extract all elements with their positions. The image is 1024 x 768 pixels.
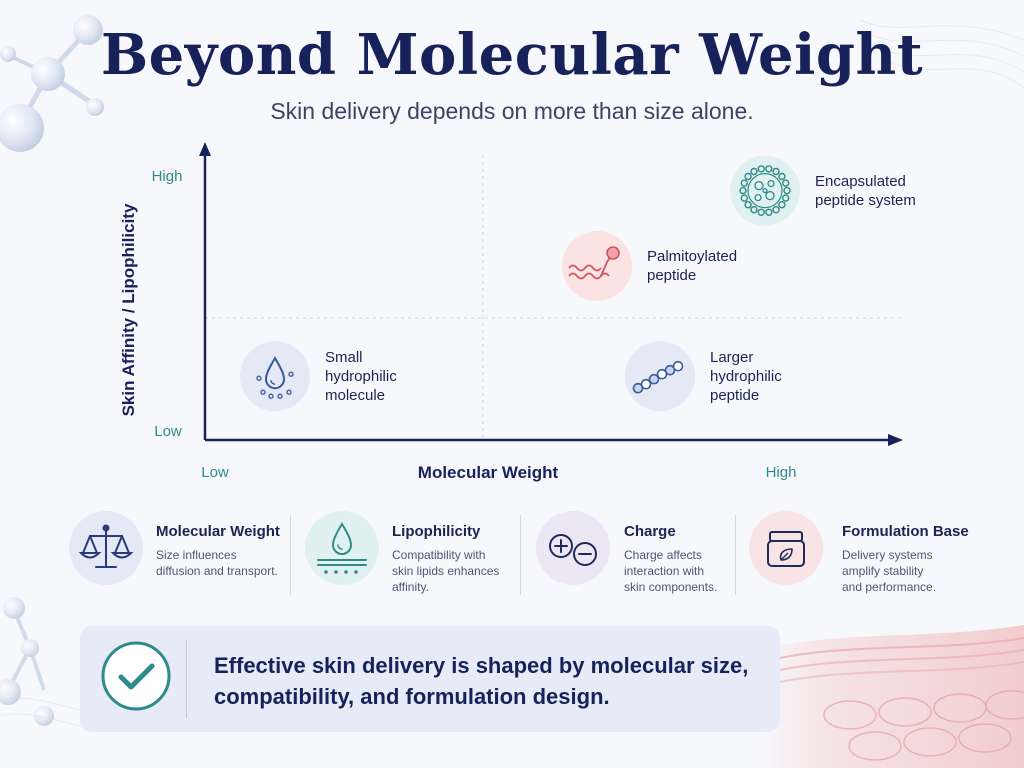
y-axis-label: Skin Affinity / Lipophilicity bbox=[119, 203, 138, 416]
point-label-line: hydrophilic bbox=[325, 367, 397, 385]
factor-desc-line: Compatibility with bbox=[392, 548, 486, 562]
droplet-on-lipid-layer-icon bbox=[305, 511, 379, 585]
plus-minus-charge-icon bbox=[536, 511, 610, 585]
point-label-line: peptide system bbox=[815, 191, 916, 209]
point-marker bbox=[240, 341, 310, 412]
x-tick-low: Low bbox=[201, 464, 229, 481]
chart-point bbox=[562, 231, 632, 301]
summary-text: Effective skin delivery is shaped by mol… bbox=[214, 650, 774, 712]
balance-scale-icon bbox=[69, 511, 143, 585]
point-label: Small hydrophilic molecule bbox=[325, 348, 397, 405]
y-axis-arrow bbox=[199, 142, 211, 156]
chart-point bbox=[240, 341, 310, 412]
page-subtitle: Skin delivery depends on more than size … bbox=[270, 98, 754, 124]
checkmark-icon bbox=[101, 641, 171, 711]
chart-axes bbox=[199, 142, 903, 446]
point-label: Encapsulated peptide system bbox=[815, 172, 916, 210]
chart-point bbox=[625, 341, 695, 412]
chart-point bbox=[730, 155, 800, 226]
summary-banner bbox=[80, 626, 780, 732]
x-axis-arrow bbox=[888, 434, 903, 446]
factor-desc-line: Charge affects bbox=[624, 548, 702, 562]
factor-title: Charge bbox=[624, 523, 676, 540]
factor-desc-line: skin lipids enhances bbox=[392, 564, 500, 578]
factor-title: Lipophilicity bbox=[392, 523, 481, 540]
peptide-chain-icon bbox=[632, 360, 684, 394]
x-tick-high: High bbox=[766, 464, 797, 481]
affinity-vs-weight-chart: High Low Low High Molecular Weight Skin … bbox=[119, 142, 905, 482]
point-label-line: Small bbox=[325, 348, 363, 366]
factor-desc-line: and performance. bbox=[842, 580, 937, 594]
liposome-icon bbox=[739, 165, 791, 217]
factor-desc-line: Delivery systems bbox=[842, 548, 933, 562]
point-label-line: peptide bbox=[647, 267, 697, 284]
factor-desc-line: Size influences bbox=[156, 548, 237, 562]
chart-grid bbox=[205, 155, 905, 440]
point-label-line: Larger bbox=[710, 348, 754, 366]
y-tick-low: Low bbox=[154, 423, 182, 440]
factor-divider bbox=[290, 515, 291, 595]
factor-title: Molecular Weight bbox=[156, 523, 280, 540]
point-label-line: hydrophilic bbox=[710, 367, 782, 385]
cream-jar-icon bbox=[749, 511, 823, 585]
factor-desc-line: affinity. bbox=[392, 580, 429, 594]
y-tick-high: High bbox=[152, 168, 183, 185]
factor-desc-line: skin components. bbox=[624, 580, 718, 594]
molecule-decoration-bottom-left bbox=[0, 597, 54, 726]
point-label: Larger hydrophilic peptide bbox=[710, 348, 782, 405]
x-axis-label: Molecular Weight bbox=[418, 463, 559, 482]
page-title: Beyond Molecular Weight bbox=[100, 22, 924, 88]
chart-points bbox=[240, 155, 800, 412]
point-label-line: molecule bbox=[325, 386, 386, 404]
point-label-line: Encapsulated bbox=[815, 172, 906, 190]
water-drop-icon bbox=[256, 356, 294, 399]
factor-desc-line: amplify stability bbox=[842, 564, 924, 578]
factor-divider bbox=[520, 515, 521, 595]
molecule-decoration-top-left bbox=[0, 15, 104, 152]
banner-divider bbox=[186, 640, 187, 718]
skin-layer-illustration bbox=[760, 625, 1024, 768]
lipid-tail-peptide-icon bbox=[568, 246, 620, 280]
factor-desc-line: diffusion and transport. bbox=[156, 564, 278, 578]
factor-desc-line: interaction with bbox=[624, 564, 705, 578]
factor-divider bbox=[735, 515, 736, 595]
point-label: Palmitoylated peptide bbox=[647, 247, 737, 285]
point-label-line: peptide bbox=[710, 386, 760, 404]
factor-title: Formulation Base bbox=[842, 523, 969, 540]
summary-line: compatibility, and formulation design. bbox=[214, 684, 610, 709]
summary-line: Effective skin delivery is shaped by mol… bbox=[214, 653, 749, 678]
point-label-line: Palmitoylated bbox=[647, 248, 738, 265]
